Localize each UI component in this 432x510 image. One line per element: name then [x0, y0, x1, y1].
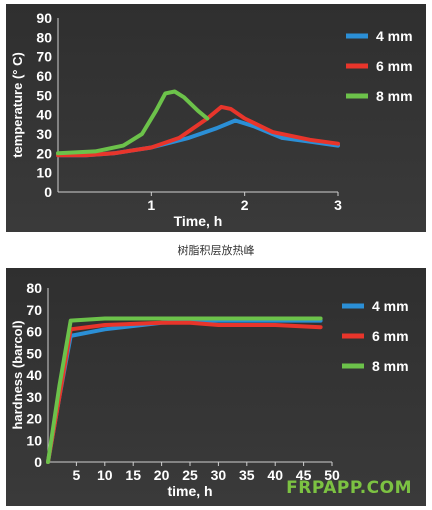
y-tick-label: 80 — [26, 280, 42, 296]
hardness-chart: 0 10 20 30 40 50 60 70 80 5 10 15 20 25 30 35 40 45 50 time… — [6, 268, 426, 506]
y-tick-label: 50 — [26, 345, 42, 361]
y-tick-label: 80 — [36, 29, 52, 45]
y-tick-label: 0 — [34, 454, 42, 470]
hardness-chart-panel: 0 10 20 30 40 50 60 70 80 5 10 15 20 25 30 35 40 45 50 time… — [6, 268, 426, 506]
x-tick-label: 30 — [211, 467, 227, 483]
watermark: FRPAPP.COM — [286, 478, 412, 498]
legend-label: 8 mm — [372, 358, 409, 374]
x-tick-label: 15 — [125, 467, 141, 483]
temperature-chart-panel: 0 10 20 30 40 50 60 70 80 90 1 2 3 Time, h temperature… — [6, 4, 426, 232]
x-tick-label: 40 — [267, 467, 283, 483]
y-tick-label: 20 — [36, 145, 52, 161]
x-tick-label: 50 — [324, 467, 340, 483]
legend-label: 6 mm — [376, 58, 413, 74]
y-tick-label: 40 — [26, 367, 42, 383]
y-tick-label: 70 — [36, 49, 52, 65]
y-tick-label: 20 — [26, 411, 42, 427]
x-tick-label: 10 — [97, 467, 113, 483]
y-tick-label: 60 — [26, 324, 42, 340]
series-line-8mm — [46, 316, 323, 464]
temperature-chart: 0 10 20 30 40 50 60 70 80 90 1 2 3 Time, h temperature… — [6, 4, 426, 232]
y-tick-label: 70 — [26, 302, 42, 318]
x-tick-label: 35 — [239, 467, 255, 483]
x-tick-label: 5 — [73, 467, 81, 483]
x-tick-label: 1 — [147, 197, 155, 213]
y-axis-label: temperature (° C) — [10, 52, 25, 158]
x-tick-label: 2 — [241, 197, 249, 213]
legend-label: 4 mm — [372, 298, 409, 314]
chart-background — [6, 4, 426, 232]
y-tick-label: 0 — [44, 184, 52, 200]
series-line-6mm — [56, 104, 340, 158]
y-tick-label: 30 — [36, 126, 52, 142]
y-tick-label: 10 — [26, 432, 42, 448]
y-tick-label: 30 — [26, 389, 42, 405]
x-tick-label: 45 — [296, 467, 312, 483]
y-tick-label: 50 — [36, 87, 52, 103]
x-tick-label: 25 — [182, 467, 198, 483]
y-tick-label: 10 — [36, 165, 52, 181]
y-tick-label: 60 — [36, 68, 52, 84]
legend-label: 6 mm — [372, 328, 409, 344]
legend-label: 8 mm — [376, 88, 413, 104]
y-axis-label: hardness (barcol) — [10, 320, 25, 429]
x-axis-label: time, h — [167, 483, 212, 499]
x-tick-label: 3 — [334, 197, 342, 213]
y-tick-label: 40 — [36, 107, 52, 123]
y-tick-label: 90 — [36, 10, 52, 26]
x-tick-label: 20 — [154, 467, 170, 483]
legend-label: 4 mm — [376, 28, 413, 44]
x-axis-label: Time, h — [174, 213, 223, 229]
chart-caption: 树脂积层放热峰 — [177, 244, 255, 257]
series-line-8mm — [56, 89, 210, 156]
